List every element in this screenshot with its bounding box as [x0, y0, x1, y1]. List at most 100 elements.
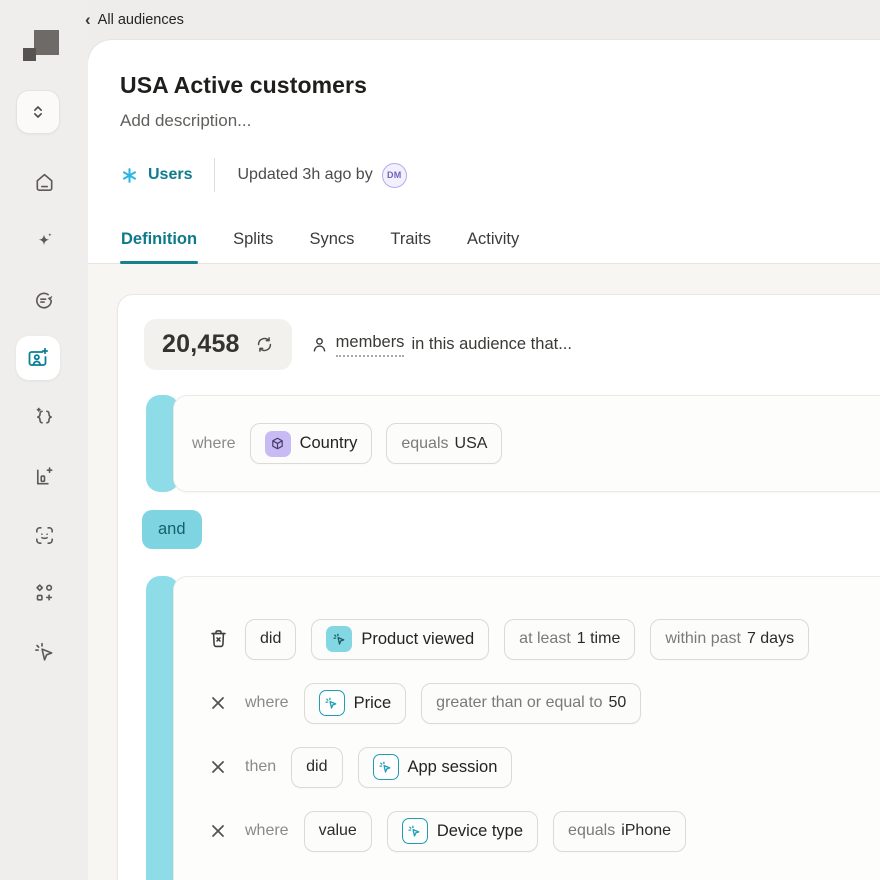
remove-condition-button[interactable]	[206, 822, 230, 840]
connector-label: where	[245, 822, 289, 839]
condition-group-card: did Product viewed	[173, 576, 880, 880]
chip-label: did	[306, 758, 328, 775]
tab-label: Splits	[233, 230, 274, 248]
member-count-row: 20,458 members in thi	[144, 319, 572, 370]
chip-label: value	[318, 822, 357, 839]
chip-label: did	[260, 630, 282, 647]
workspace-switcher-button[interactable]	[16, 90, 60, 134]
frequency-chip[interactable]: at least 1 time	[504, 618, 636, 660]
condition-row-price: where Price greater than or equ	[174, 671, 880, 735]
property-chip-device-type[interactable]: Device type	[386, 810, 539, 852]
trash-icon	[208, 628, 229, 650]
avatar[interactable]: DM	[381, 162, 407, 188]
connector-label: then	[245, 758, 277, 775]
event-chip-app-session[interactable]: App session	[357, 746, 513, 788]
chip-value: 7 days	[746, 630, 795, 647]
close-icon	[209, 694, 227, 712]
event-icon	[326, 626, 353, 652]
chevron-up-down-icon	[28, 102, 48, 122]
event-label: Product viewed	[361, 629, 475, 648]
analytics-icon	[33, 465, 56, 488]
attribute-label: Country	[299, 434, 358, 452]
chip-muted: at least	[519, 630, 571, 647]
tab-definition[interactable]: Definition	[120, 230, 199, 264]
tab-divider	[88, 263, 880, 264]
attribute-chip-country[interactable]: Country	[249, 423, 373, 464]
sidebar-item-face-scan[interactable]	[0, 513, 88, 557]
sidebar-item-engage[interactable]	[0, 278, 88, 322]
tab-label: Traits	[390, 230, 432, 248]
engage-icon	[33, 289, 56, 312]
sidebar-item-functions[interactable]	[0, 395, 88, 439]
sidebar-item-ai[interactable]	[0, 219, 88, 263]
connector-label: where	[192, 434, 236, 452]
sidebar-item-audiences[interactable]	[16, 336, 60, 380]
time-window-chip[interactable]: within past 7 days	[650, 618, 810, 660]
chip-muted: within past	[665, 630, 741, 647]
tab-syncs[interactable]: Syncs	[308, 230, 355, 264]
remove-condition-button[interactable]	[206, 758, 230, 776]
operator-chip-gte-50[interactable]: greater than or equal to 50	[421, 682, 642, 724]
page-title: USA Active customers	[120, 72, 367, 98]
updated-text: Updated 3h ago by	[237, 166, 373, 183]
tab-splits[interactable]: Splits	[232, 230, 274, 264]
condition-row-device-type: where value Device type	[174, 799, 880, 863]
members-phrase: members in this audience that...	[310, 333, 572, 357]
tab-label: Syncs	[309, 230, 355, 248]
apps-icon	[33, 582, 56, 605]
did-chip[interactable]: did	[245, 618, 297, 660]
main-card: USA Active customers Add description... …	[88, 40, 880, 880]
event-label: App session	[407, 757, 498, 776]
tab-traits[interactable]: Traits	[389, 230, 432, 264]
event-icon	[401, 818, 428, 844]
operator-chip-equals-usa[interactable]: equals USA	[386, 423, 503, 464]
event-chip-product-viewed[interactable]: Product viewed	[311, 618, 490, 660]
property-chip-price[interactable]: Price	[303, 682, 407, 724]
group-operator-and[interactable]: and	[142, 510, 202, 549]
chevron-left-icon: ‹	[85, 10, 91, 29]
entity-users-link[interactable]: Users	[120, 166, 192, 185]
vertical-divider	[214, 158, 216, 192]
tab-label: Definition	[121, 230, 198, 248]
delete-condition-button[interactable]	[206, 628, 230, 650]
home-icon	[33, 171, 56, 194]
operator-chip-equals-iphone[interactable]: equals iPhone	[553, 810, 687, 852]
members-rest: in this audience that...	[411, 335, 572, 353]
members-link[interactable]: members	[335, 333, 405, 357]
tab-bar: Definition Splits Syncs Traits Activity	[88, 230, 880, 264]
event-icon	[318, 690, 345, 716]
condition-group-card: where Country equals USA	[173, 395, 880, 492]
property-label: Device type	[436, 821, 524, 840]
condition-group-2: did Product viewed	[146, 576, 880, 880]
tab-label: Activity	[467, 230, 520, 248]
operator-text: equals	[401, 434, 449, 452]
face-scan-icon	[33, 524, 56, 547]
connector-label: where	[245, 694, 289, 711]
description-placeholder[interactable]: Add description...	[120, 111, 252, 130]
chip-value: 50	[608, 694, 627, 711]
chip-muted: equals	[568, 822, 616, 839]
sidebar-item-apps[interactable]	[0, 571, 88, 615]
tab-activity[interactable]: Activity	[466, 230, 520, 264]
sidebar-item-magic-select[interactable]	[0, 630, 88, 674]
sidebar-item-home[interactable]	[0, 160, 88, 204]
logo-square-large	[34, 30, 59, 55]
property-icon	[264, 430, 291, 457]
value-chip[interactable]: value	[303, 810, 372, 852]
entity-label: Users	[148, 166, 193, 183]
chip-muted: greater than or equal to	[436, 694, 603, 711]
condition-row-event: did Product viewed	[174, 607, 880, 671]
refresh-icon[interactable]	[255, 335, 274, 354]
breadcrumb-back[interactable]: ‹ All audiences	[85, 11, 184, 28]
audiences-icon	[26, 346, 50, 370]
did-chip[interactable]: did	[291, 746, 343, 788]
chip-value: 1 time	[576, 630, 621, 647]
close-icon	[209, 758, 227, 776]
remove-condition-button[interactable]	[206, 694, 230, 712]
person-icon	[310, 335, 329, 354]
property-label: Price	[353, 693, 392, 712]
functions-icon	[33, 406, 56, 429]
member-count: 20,458	[162, 330, 240, 358]
active-tab-underline	[120, 260, 199, 264]
sidebar-item-analytics[interactable]	[0, 454, 88, 498]
